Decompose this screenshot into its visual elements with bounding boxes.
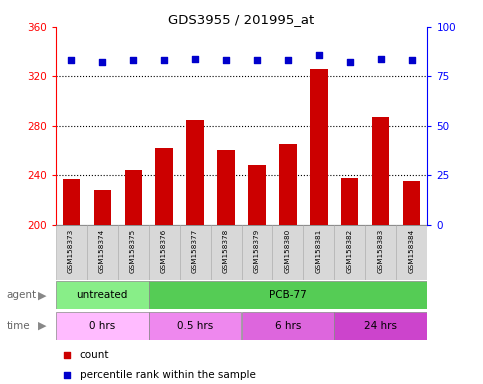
Text: GSM158378: GSM158378 bbox=[223, 229, 229, 273]
Text: GSM158379: GSM158379 bbox=[254, 229, 260, 273]
Text: GDS3955 / 201995_at: GDS3955 / 201995_at bbox=[169, 13, 314, 26]
Bar bbox=[242, 225, 272, 280]
Bar bbox=[366, 225, 397, 280]
Bar bbox=[372, 117, 389, 225]
Bar bbox=[272, 225, 303, 280]
Point bbox=[408, 58, 416, 64]
Text: 0.5 hrs: 0.5 hrs bbox=[177, 321, 213, 331]
Text: ▶: ▶ bbox=[38, 321, 47, 331]
Bar bbox=[280, 144, 297, 225]
Bar bbox=[94, 190, 111, 225]
Bar bbox=[56, 225, 86, 280]
Bar bbox=[86, 225, 117, 280]
Bar bbox=[117, 225, 149, 280]
Bar bbox=[303, 225, 334, 280]
Point bbox=[346, 60, 354, 66]
Bar bbox=[217, 151, 235, 225]
Point bbox=[284, 58, 292, 64]
Text: GSM158374: GSM158374 bbox=[99, 229, 105, 273]
Point bbox=[315, 51, 323, 58]
Point bbox=[63, 352, 71, 358]
Point bbox=[98, 60, 106, 66]
Text: untreated: untreated bbox=[76, 290, 128, 300]
Text: GSM158383: GSM158383 bbox=[378, 229, 384, 273]
Point bbox=[63, 372, 71, 378]
Bar bbox=[56, 312, 149, 340]
Text: 0 hrs: 0 hrs bbox=[89, 321, 115, 331]
Bar bbox=[211, 225, 242, 280]
Bar bbox=[334, 312, 427, 340]
Bar bbox=[248, 166, 266, 225]
Bar bbox=[403, 181, 421, 225]
Text: agent: agent bbox=[6, 290, 36, 300]
Text: GSM158382: GSM158382 bbox=[347, 229, 353, 273]
Text: ▶: ▶ bbox=[38, 290, 47, 300]
Bar bbox=[156, 148, 172, 225]
Point bbox=[191, 55, 199, 61]
Bar bbox=[186, 119, 203, 225]
Text: GSM158376: GSM158376 bbox=[161, 229, 167, 273]
Text: 6 hrs: 6 hrs bbox=[275, 321, 301, 331]
Point bbox=[160, 58, 168, 64]
Bar bbox=[149, 225, 180, 280]
Point bbox=[129, 58, 137, 64]
Text: PCB-77: PCB-77 bbox=[269, 290, 307, 300]
Bar bbox=[397, 225, 427, 280]
Bar bbox=[149, 312, 242, 340]
Bar bbox=[180, 225, 211, 280]
Text: percentile rank within the sample: percentile rank within the sample bbox=[80, 370, 256, 380]
Point bbox=[222, 58, 230, 64]
Point bbox=[377, 55, 385, 61]
Bar bbox=[341, 178, 358, 225]
Bar bbox=[56, 281, 149, 309]
Bar bbox=[334, 225, 366, 280]
Text: GSM158384: GSM158384 bbox=[409, 229, 415, 273]
Bar bbox=[311, 69, 327, 225]
Point bbox=[253, 58, 261, 64]
Bar bbox=[149, 281, 427, 309]
Text: GSM158375: GSM158375 bbox=[130, 229, 136, 273]
Bar bbox=[125, 170, 142, 225]
Text: GSM158377: GSM158377 bbox=[192, 229, 198, 273]
Text: 24 hrs: 24 hrs bbox=[365, 321, 398, 331]
Text: GSM158373: GSM158373 bbox=[68, 229, 74, 273]
Text: GSM158380: GSM158380 bbox=[285, 229, 291, 273]
Point bbox=[67, 58, 75, 64]
Bar bbox=[242, 312, 334, 340]
Text: GSM158381: GSM158381 bbox=[316, 229, 322, 273]
Bar bbox=[62, 179, 80, 225]
Text: time: time bbox=[6, 321, 30, 331]
Text: count: count bbox=[80, 350, 109, 360]
